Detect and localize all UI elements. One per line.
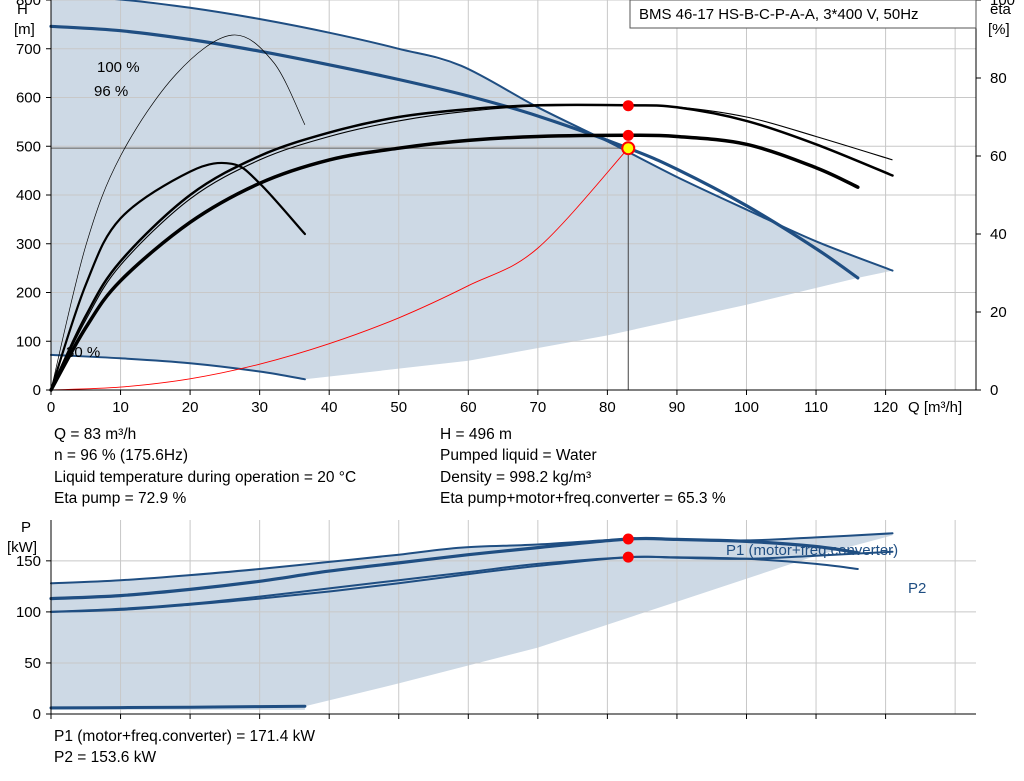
flow-axis-label: Q [m³/h] [908,399,962,416]
eta-pump-curve [49,103,894,392]
eta-y-tick-label: 0 [990,382,998,399]
pump-title: BMS 46-17 HS-B-C-P-A-A, 3*400 V, 50Hz [639,6,919,23]
duty-point-p2 [622,551,634,563]
flow-x-tick-label: 90 [669,399,686,416]
p1-curve-96 [49,536,860,601]
head-y-tick-label: 200 [16,285,41,302]
power-curves [49,532,894,710]
eta-y-tick-label: 80 [990,70,1007,87]
result-eta-pump: Eta pump = 72.9 % [54,489,187,507]
power-operating-area [51,533,893,710]
flow-x-tick-label: 100 [734,399,759,416]
flow-x-tick-label: 70 [529,399,546,416]
result-p2: P2 = 153.6 kW [54,749,157,767]
flow-x-tick-label: 0 [47,399,55,416]
flow-x-tick-label: 110 [804,399,828,416]
eta-axis-label-symbol: eta [990,1,1012,18]
power-ticks: 0 50 100 150 [16,553,887,723]
results-right: H = 496 m Pumped liquid = Water Density … [440,424,726,509]
flow-x-tick-label: 120 [873,399,898,416]
head-curve-30 [50,353,306,381]
head-chart: 0 100 200 300 400 500 600 700 800 0 20 40 60 80 100 0 10… [14,0,1015,416]
power-chart: 0 50 100 150 P [kW] P1 (motor+freq.converte… [7,519,976,723]
result-flow: Q = 83 m³/h [54,426,137,443]
curve-label-96: 96 % [94,83,128,100]
head-axis-label-symbol: H [17,1,28,18]
flow-x-tick-label: 80 [599,399,616,416]
eta-axis-label-unit: [%] [988,21,1010,38]
head-y-tick-label: 400 [16,187,41,204]
power-axis-label-unit: [kW] [7,539,37,556]
power-results: P1 (motor+freq.converter) = 171.4 kW P2 … [54,726,315,769]
head-y-tick-label: 600 [16,90,41,107]
system-curve [50,147,629,391]
head-curve-96 [49,24,860,280]
duty-point-head [621,141,636,156]
result-density: Density = 998.2 kg/m³ [440,468,592,486]
result-liquid-temperature: Liquid temperature during operation = 20… [54,468,357,486]
power-y-tick-label: 150 [16,553,41,570]
head-y-tick-label: 800 [16,0,41,9]
head-y-tick-label: 100 [16,333,41,350]
head-y-tick-label: 700 [16,41,41,58]
flow-x-tick-label: 10 [112,399,129,416]
flow-x-tick-label: 50 [390,399,407,416]
power-y-tick-label: 0 [33,706,41,723]
head-curve-100 [114,0,894,272]
flow-x-tick-label: 60 [460,399,477,416]
eta-y-tick-label: 60 [990,148,1007,165]
head-grid [51,0,976,390]
eta-y-tick-label: 40 [990,226,1007,243]
result-pumped-liquid: Pumped liquid = Water [440,447,597,465]
power-axis-label-symbol: P [21,519,31,536]
series-label-p2: P2 [908,580,926,597]
head-y-tick-label: 300 [16,236,41,253]
results-left: Q = 83 m³/h n = 96 % (175.6Hz) Liquid te… [54,424,356,509]
eta-y-tick-label: 100 [990,0,1015,9]
series-label-p1: P1 (motor+freq.converter) [726,542,898,559]
result-eta-total: Eta pump+motor+freq.converter = 65.3 % [440,489,726,507]
result-head: H = 496 m [440,426,512,443]
eta-curve-30 [49,161,306,392]
eta-curve-100 [50,104,893,391]
head-curves [49,0,894,392]
flow-x-tick-label: 30 [251,399,268,416]
eta-y-tick-label: 20 [990,304,1007,321]
eta-total-curve [49,133,860,392]
curve-label-100: 100 % [97,59,140,76]
head-y-tick-label: 0 [33,382,41,399]
power-y-tick-label: 50 [24,655,41,672]
power-y-tick-label: 100 [16,604,41,621]
power-curve-30 [49,704,307,710]
duty-point-eta-total [622,129,634,141]
result-p1: P1 (motor+freq.converter) = 171.4 kW [54,728,316,745]
flow-x-tick-label: 40 [321,399,338,416]
head-axis-label-unit: [m] [14,21,35,38]
head-operating-area [51,0,893,380]
duty-point-eta-pump [622,100,634,112]
p2-curve-96 [50,555,859,613]
flow-x-tick-label: 20 [182,399,199,416]
power-grid [51,520,976,714]
title-box [629,0,977,29]
duty-point-p1 [622,533,634,545]
head-ticks: 0 100 200 300 400 500 600 700 800 0 20 40 60 80 100 0 10… [16,0,1015,416]
result-speed: n = 96 % (175.6Hz) [54,447,188,465]
eta-curve-thin-30 [50,34,306,391]
head-y-tick-label: 500 [16,138,41,155]
curve-label-30: 30 % [66,344,100,361]
